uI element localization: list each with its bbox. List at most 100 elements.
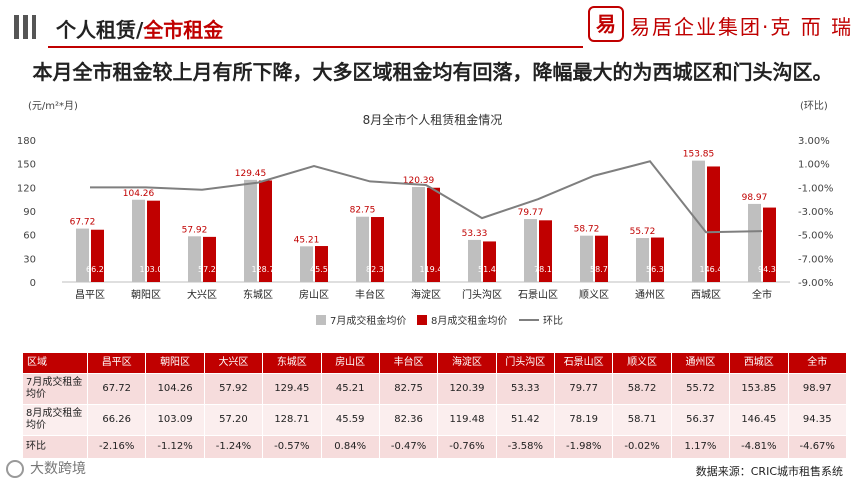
table-row-label: 7月成交租金均价 xyxy=(22,373,88,405)
table-header-cell: 房山区 xyxy=(320,352,380,374)
table-cell: 57.20 xyxy=(203,404,264,436)
x-tick-label: 大兴区 xyxy=(187,288,217,301)
table-header-cell: 丰台区 xyxy=(378,352,439,374)
bar-label-august: 57.20 xyxy=(198,265,221,274)
bar-label-july: 104.26 xyxy=(123,189,155,199)
bar-july xyxy=(356,216,369,282)
table-header-row: 区域 昌平区 朝阳区 大兴区 东城区 房山区 丰台区 海淀区 门头沟区 石景山区 顺义区 通州区 西城区… xyxy=(22,352,847,374)
bar-label-july: 79.77 xyxy=(518,208,544,218)
table-header-cell: 全市 xyxy=(787,352,847,374)
y-tick-label: 90 xyxy=(23,207,36,218)
x-tick-label: 丰台区 xyxy=(355,288,385,301)
table-cell: -2.16% xyxy=(86,435,147,459)
table-cell: 103.09 xyxy=(145,404,205,436)
table-cell: -4.81% xyxy=(729,435,789,459)
table-header-cell: 朝阳区 xyxy=(145,352,205,374)
table-cell: 98.97 xyxy=(787,373,847,405)
bar-label-july: 57.92 xyxy=(182,225,208,235)
table-row-label: 环比 xyxy=(22,435,88,459)
table-cell: 78.19 xyxy=(553,404,614,436)
table-cell: 45.21 xyxy=(320,373,380,405)
table-cell: 82.36 xyxy=(378,404,439,436)
bar-july xyxy=(132,199,145,282)
footer-brand: 大数跨境 xyxy=(6,458,86,478)
y-axis-label-right: (环比) xyxy=(800,101,828,112)
bar-label-july: 98.97 xyxy=(742,193,768,203)
table-cell: 129.45 xyxy=(262,373,322,405)
bar-label-august: 94.35 xyxy=(758,265,781,274)
x-tick-label: 东城区 xyxy=(243,288,273,301)
table-cell: 79.77 xyxy=(553,373,614,405)
y-tick-label: 120 xyxy=(17,183,36,194)
bar-july xyxy=(580,235,593,282)
bar-august xyxy=(427,187,440,282)
slide-title: 个人租赁/全市租金 xyxy=(56,14,223,43)
bar-label-july: 120.39 xyxy=(403,176,435,186)
table-cell: 58.72 xyxy=(612,373,672,405)
bar-july xyxy=(636,238,649,282)
table-header-cell: 顺义区 xyxy=(612,352,672,374)
bar-label-august: 78.19 xyxy=(534,265,557,274)
table-cell: -0.47% xyxy=(378,435,439,459)
table-cell: 58.71 xyxy=(612,404,672,436)
y-tick-label: 180 xyxy=(17,136,36,147)
bar-label-july: 82.75 xyxy=(350,206,376,216)
data-source: 数据来源：CRIC城市租售系统 xyxy=(695,465,843,478)
x-tick-label: 昌平区 xyxy=(75,289,105,301)
table-cell: 51.42 xyxy=(495,404,556,436)
bar-july xyxy=(300,246,313,282)
table-row: 环比 -2.16% -1.12% -1.24% -0.57% 0.84% -0.47% -0.… xyxy=(22,435,847,459)
bar-august xyxy=(259,180,272,282)
bar-label-august: 56.37 xyxy=(646,265,669,274)
bar-label-august: 51.42 xyxy=(478,265,501,274)
table-cell: 104.26 xyxy=(145,373,205,405)
table-cell: -0.76% xyxy=(437,435,497,459)
title-underline xyxy=(48,46,583,48)
table-cell: 1.17% xyxy=(670,435,731,459)
y-tick-label: 60 xyxy=(23,231,36,242)
bar-label-august: 103.09 xyxy=(140,265,168,274)
y2-tick-label: -5.00% xyxy=(798,231,833,242)
table-row-label: 8月成交租金均价 xyxy=(22,404,88,436)
y-tick-label: 0 xyxy=(30,278,36,289)
table-cell: -0.02% xyxy=(612,435,672,459)
mom-line xyxy=(90,160,763,234)
bar-august xyxy=(483,241,496,282)
title-accent: 全市租金 xyxy=(143,18,224,42)
bar-august xyxy=(315,246,328,282)
brand-icon xyxy=(6,460,24,478)
y-axis-label-left: (元/m²*月) xyxy=(28,101,78,112)
x-tick-label: 西城区 xyxy=(691,289,721,301)
bar-july xyxy=(524,219,537,282)
footer-brand-text: 大数跨境 xyxy=(30,461,86,477)
table-header-cell: 石景山区 xyxy=(553,352,614,374)
table-cell: 55.72 xyxy=(670,373,731,405)
table-cell: -1.24% xyxy=(203,435,264,459)
bar-label-august: 128.71 xyxy=(252,265,280,274)
bar-august xyxy=(651,237,664,282)
title-prefix: 个人租赁/ xyxy=(56,18,144,42)
table-cell: -1.12% xyxy=(145,435,205,459)
legend-swatch-august xyxy=(417,315,427,325)
table-header-cell: 通州区 xyxy=(670,352,731,374)
chart-title: 8月全市个人租赁租金情况 xyxy=(362,113,503,127)
bar-label-july: 55.72 xyxy=(630,227,656,237)
rent-table: 区域 昌平区 朝阳区 大兴区 东城区 房山区 丰台区 海淀区 门头沟区 石景山区 顺义区 通州区 西城区… xyxy=(22,352,847,459)
y2-tick-label: -7.00% xyxy=(798,254,833,265)
y2-tick-label: -9.00% xyxy=(798,278,833,289)
bar-july xyxy=(76,228,89,282)
legend-label-august: 8月成交租金均价 xyxy=(431,314,507,327)
x-tick-label: 海淀区 xyxy=(411,288,441,301)
bar-july xyxy=(244,179,257,282)
table-cell: -3.58% xyxy=(495,435,556,459)
bar-label-july: 67.72 xyxy=(70,218,96,228)
bar-july xyxy=(468,239,481,282)
bar-label-august: 58.71 xyxy=(590,265,613,274)
header-bars-icon xyxy=(14,15,42,39)
x-tick-label: 通州区 xyxy=(635,289,665,301)
table-cell: -1.98% xyxy=(553,435,614,459)
table-cell: 45.59 xyxy=(320,404,380,436)
x-tick-label: 朝阳区 xyxy=(131,289,161,301)
table-header-cell: 东城区 xyxy=(262,352,322,374)
bar-august xyxy=(203,236,216,282)
